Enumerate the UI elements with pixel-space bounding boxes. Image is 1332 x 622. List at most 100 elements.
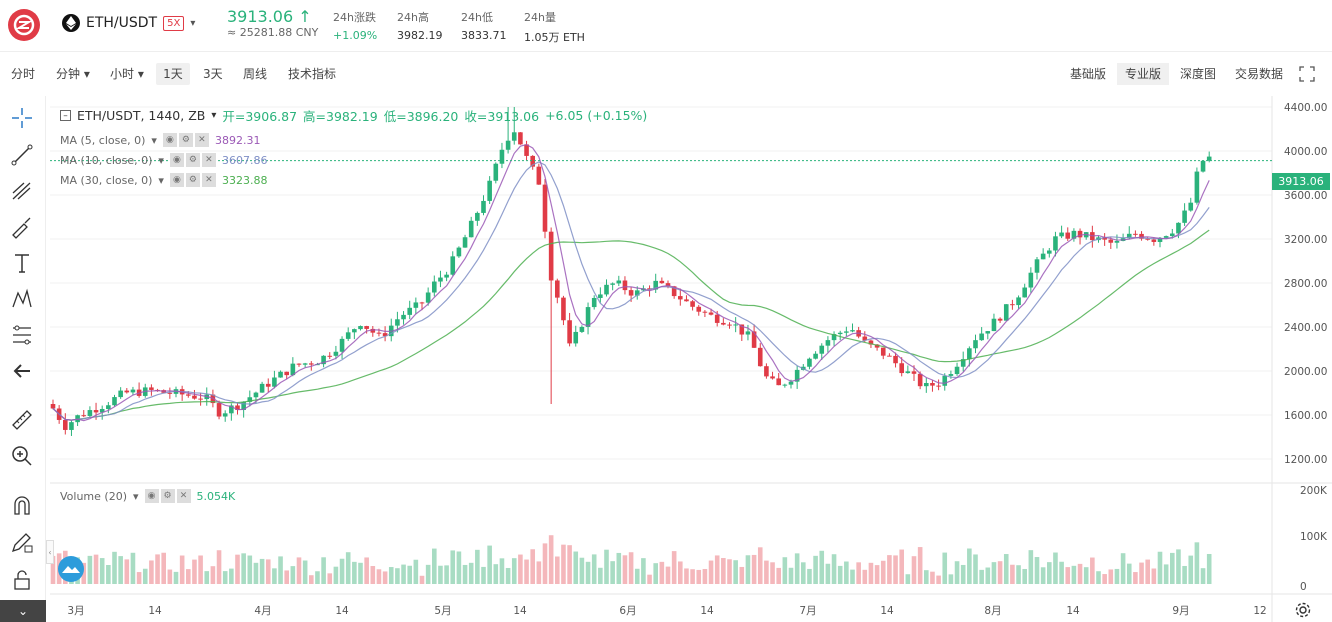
volume-bar — [358, 562, 363, 584]
gear-icon[interactable]: ⚙ — [178, 133, 193, 147]
volume-bar — [856, 562, 861, 584]
ma-controls[interactable]: ◉ ⚙ ✕ — [162, 133, 209, 147]
view-trade-data[interactable]: 交易数据 — [1235, 67, 1284, 81]
zoom-in-icon[interactable] — [8, 442, 36, 470]
pencil-lock-icon[interactable] — [8, 528, 36, 556]
indicators-button[interactable]: 技术指标 — [288, 67, 337, 81]
candle-body — [659, 280, 665, 284]
eye-icon[interactable]: ◉ — [162, 133, 177, 147]
eye-icon[interactable]: ◉ — [169, 153, 184, 167]
pitchfork-icon[interactable] — [8, 177, 36, 205]
view-basic[interactable]: 基础版 — [1070, 67, 1107, 81]
candle-body — [1047, 250, 1052, 254]
candle-body — [1010, 304, 1015, 306]
interval-minute[interactable]: 分钟 ▾ — [56, 67, 90, 81]
ruler-icon[interactable] — [8, 406, 36, 434]
candlestick-chart[interactable]: 4400.00 4000.00 3600.00 3200.00 2800.00 2400.… — [50, 96, 1332, 622]
magnet-icon[interactable] — [8, 492, 36, 520]
settings-icon[interactable] — [1294, 601, 1312, 619]
collapse-panel-tab[interactable]: ‹ — [46, 540, 54, 564]
volume-bar — [733, 560, 738, 584]
chevron-down-icon[interactable]: ▾ — [158, 173, 164, 187]
volume-bar — [99, 558, 105, 584]
chevron-down-icon[interactable]: ▾ — [133, 489, 139, 503]
fullscreen-icon[interactable] — [1299, 66, 1315, 85]
candle-body — [555, 280, 560, 298]
pattern-icon[interactable] — [8, 285, 36, 313]
crosshair-icon[interactable] — [8, 104, 36, 132]
chevron-down-icon[interactable]: ▾ — [158, 153, 164, 167]
price-tick-label: 2800.00 — [1284, 278, 1327, 290]
volume-bar — [327, 573, 333, 584]
view-depth[interactable]: 深度图 — [1180, 67, 1217, 81]
candle-body — [579, 326, 585, 332]
interval-hour[interactable]: 小时 ▾ — [110, 67, 144, 81]
candle-body — [462, 237, 468, 248]
volume-bar — [561, 544, 566, 584]
volume-bar — [536, 561, 542, 584]
pair-selector[interactable]: ETH/USDT 5X ▾ — [62, 14, 195, 32]
text-icon[interactable] — [8, 249, 36, 277]
leverage-badge: 5X — [163, 15, 185, 31]
interval-week[interactable]: 周线 — [243, 67, 268, 81]
candle-body — [844, 331, 849, 333]
lock-icon[interactable] — [8, 566, 36, 594]
candle-body — [278, 371, 283, 378]
brush-icon[interactable] — [8, 213, 36, 241]
candle-body — [69, 422, 74, 430]
chart-area[interactable]: 4400.00 4000.00 3600.00 3200.00 2800.00 2400.… — [50, 96, 1332, 622]
close-icon[interactable]: ✕ — [201, 173, 216, 187]
interval-3day[interactable]: 3天 — [203, 67, 223, 81]
top-header: ETH/USDT 5X ▾ 3913.06 ↑ ≈ 25281.88 CNY 2… — [0, 0, 1332, 52]
volume-bar — [905, 574, 911, 584]
price-tick-label: 3600.00 — [1284, 190, 1327, 202]
eye-icon[interactable]: ◉ — [144, 489, 159, 503]
view-pro[interactable]: 专业版 — [1117, 63, 1170, 85]
chevron-down-icon[interactable]: ▾ — [151, 133, 157, 147]
close-icon[interactable]: ✕ — [201, 153, 216, 167]
chevron-down-icon[interactable]: ▾ — [211, 110, 217, 121]
fib-icon[interactable] — [8, 321, 36, 349]
interval-toolbar: 分时 分钟 ▾ 小时 ▾ 1天 3天 周线 技术指标 基础版 专业版 深度图 交… — [0, 58, 1332, 88]
volume-bar — [511, 558, 517, 584]
candle-body — [413, 302, 419, 308]
volume-bar — [1059, 561, 1064, 584]
volume-bar — [1108, 569, 1114, 584]
volume-bar — [1028, 550, 1034, 584]
collapse-rail-button[interactable]: ⌄ — [0, 600, 46, 622]
candle-body — [880, 347, 886, 356]
ma-controls[interactable]: ◉ ⚙ ✕ — [169, 173, 216, 187]
volume-bar — [1083, 567, 1089, 584]
volume-bar — [708, 560, 714, 584]
volume-bar — [167, 569, 173, 584]
eye-icon[interactable]: ◉ — [169, 173, 184, 187]
chevron-down-icon[interactable]: ▾ — [190, 17, 196, 29]
candle-body — [1176, 222, 1181, 234]
volume-controls[interactable]: ◉ ⚙ ✕ — [144, 489, 191, 503]
ma-controls[interactable]: ◉ ⚙ ✕ — [169, 153, 216, 167]
candle-body — [782, 384, 788, 386]
interval-1day[interactable]: 1天 — [156, 63, 190, 85]
candle-body — [235, 405, 240, 410]
collapse-legend-icon[interactable]: – — [60, 110, 71, 121]
price-tick-label: 1200.00 — [1284, 454, 1327, 466]
close-icon[interactable]: ✕ — [176, 489, 191, 503]
candle-body — [690, 301, 695, 307]
candle-body — [1151, 239, 1157, 242]
close-icon[interactable]: ✕ — [194, 133, 209, 147]
gear-icon[interactable]: ⚙ — [160, 489, 175, 503]
exchange-logo[interactable] — [8, 9, 40, 41]
back-arrow-icon[interactable] — [8, 357, 36, 385]
volume-bar — [222, 571, 228, 584]
interval-timeshare[interactable]: 分时 — [11, 67, 36, 81]
candle-body — [253, 392, 259, 398]
candle-body — [591, 297, 597, 308]
candle-body — [585, 307, 591, 327]
gear-icon[interactable]: ⚙ — [185, 153, 200, 167]
candle-body — [198, 398, 203, 400]
gear-icon[interactable]: ⚙ — [185, 173, 200, 187]
legend-low: 低=3896.20 — [383, 109, 459, 124]
trendline-icon[interactable] — [8, 141, 36, 169]
volume-bar — [198, 555, 203, 584]
candle-body — [1188, 202, 1194, 211]
